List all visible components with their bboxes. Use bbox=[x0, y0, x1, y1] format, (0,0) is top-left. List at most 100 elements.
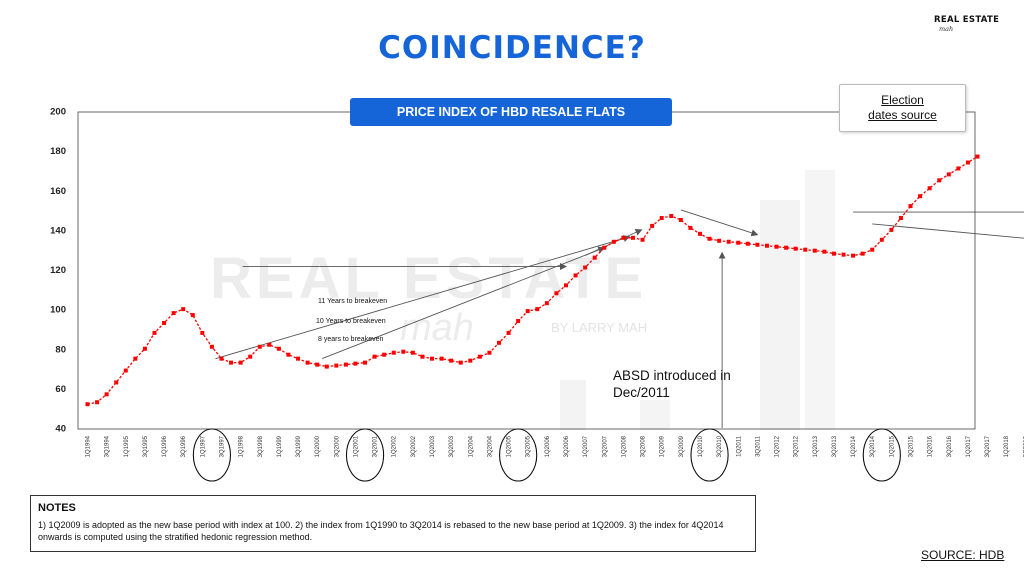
series-marker bbox=[324, 364, 329, 369]
series-marker bbox=[908, 204, 913, 209]
watermark-text: REAL ESTATE bbox=[210, 246, 647, 311]
series-marker bbox=[477, 354, 482, 359]
series-marker bbox=[439, 356, 444, 361]
series-marker bbox=[286, 352, 291, 357]
series-marker bbox=[497, 340, 502, 345]
series-marker bbox=[841, 252, 846, 257]
series-marker bbox=[276, 346, 281, 351]
logo-line2: mah bbox=[939, 25, 954, 33]
series-marker bbox=[171, 311, 176, 316]
x-tick-label: 1Q1998 bbox=[239, 435, 245, 457]
source-link[interactable]: SOURCE: HDB bbox=[921, 548, 1005, 562]
annotation-text: Dec/2011 bbox=[613, 385, 670, 400]
series-marker bbox=[822, 249, 827, 254]
series-marker bbox=[363, 360, 368, 365]
series-marker bbox=[870, 247, 875, 252]
notes-title: NOTES bbox=[38, 502, 76, 514]
series-marker bbox=[468, 358, 473, 363]
x-tick-label: 3Q2009 bbox=[679, 435, 685, 457]
series-marker bbox=[410, 350, 415, 355]
series-marker bbox=[659, 215, 664, 220]
series-marker bbox=[573, 273, 578, 278]
series-line bbox=[85, 154, 980, 407]
series-marker bbox=[975, 154, 980, 159]
series-marker bbox=[95, 400, 100, 405]
series-marker bbox=[564, 283, 568, 288]
arrow bbox=[872, 223, 1024, 239]
breakeven-arrows bbox=[215, 209, 1024, 428]
x-tick-label: 1Q2008 bbox=[621, 435, 627, 457]
x-tick-label: 1Q2003 bbox=[430, 435, 436, 457]
series-marker bbox=[650, 223, 655, 228]
x-tick-label: 3Q2003 bbox=[449, 435, 455, 457]
series-marker bbox=[391, 350, 396, 355]
x-tick-label: 1Q1995 bbox=[124, 435, 130, 457]
series-marker bbox=[544, 301, 549, 306]
series-marker bbox=[965, 160, 970, 165]
watermark-script: mah bbox=[400, 307, 474, 349]
series-marker bbox=[114, 380, 119, 385]
election-link-line2[interactable]: dates source bbox=[868, 108, 937, 122]
x-tick-label: 3Q2010 bbox=[717, 435, 723, 457]
series-marker bbox=[85, 402, 90, 407]
x-tick-label: 3Q2000 bbox=[334, 435, 340, 457]
series-marker bbox=[152, 330, 157, 335]
y-tick-label: 140 bbox=[50, 225, 66, 236]
series-marker bbox=[688, 225, 693, 230]
series-marker bbox=[736, 240, 741, 245]
annotation-text: 10 Years to breakeven bbox=[316, 318, 386, 325]
election-circle bbox=[862, 428, 901, 482]
chart-title-banner: PRICE INDEX OF HBD RESALE FLATS bbox=[350, 98, 672, 126]
arrow bbox=[680, 209, 759, 237]
x-tick-label: 1Q2010 bbox=[698, 435, 704, 457]
series-marker bbox=[812, 248, 817, 253]
x-tick-label: 1Q2006 bbox=[545, 435, 551, 457]
notes-body: 1) 1Q2009 is adopted as the new base per… bbox=[38, 520, 724, 542]
x-tick-label: 3Q2012 bbox=[794, 435, 800, 457]
x-tick-label: 1Q2009 bbox=[660, 435, 666, 457]
x-tick-label: 1Q2012 bbox=[775, 435, 781, 457]
series-marker bbox=[162, 320, 167, 325]
watermark-building bbox=[760, 200, 800, 430]
x-tick-label: 3Q2007 bbox=[602, 435, 608, 457]
series-marker bbox=[640, 237, 645, 242]
logo-line1: REAL ESTATE bbox=[934, 15, 1000, 25]
x-tick-label: 1Q1996 bbox=[162, 435, 168, 457]
series-marker bbox=[956, 166, 961, 171]
y-tick-label: 80 bbox=[55, 344, 66, 355]
series-marker bbox=[229, 360, 234, 365]
series-marker bbox=[219, 356, 224, 361]
election-dates-source-link[interactable]: Election dates source bbox=[839, 84, 966, 132]
series-marker bbox=[343, 362, 348, 367]
series-marker bbox=[793, 246, 798, 251]
series-marker bbox=[525, 309, 530, 314]
series-marker bbox=[831, 251, 836, 256]
series-marker bbox=[487, 350, 492, 355]
series-marker bbox=[946, 172, 951, 177]
x-tick-label: 1Q2015 bbox=[889, 435, 895, 457]
series-marker bbox=[190, 313, 195, 318]
x-tick-label: 1Q2011 bbox=[736, 435, 742, 457]
y-tick-label: 100 bbox=[50, 305, 66, 316]
y-tick-label: 160 bbox=[50, 186, 66, 197]
election-circle bbox=[345, 428, 385, 482]
series-path bbox=[87, 156, 978, 405]
series-marker bbox=[879, 237, 884, 242]
y-tick-label: 120 bbox=[50, 265, 66, 276]
series-marker bbox=[764, 243, 769, 248]
series-marker bbox=[181, 307, 186, 312]
series-marker bbox=[353, 361, 358, 366]
x-tick-label: 3Q2011 bbox=[755, 435, 761, 457]
x-tick-label: 3Q1995 bbox=[143, 435, 149, 457]
x-tick-label: 1Q2007 bbox=[583, 435, 589, 457]
series-marker bbox=[267, 342, 272, 347]
election-link-line1[interactable]: Election bbox=[881, 93, 924, 107]
series-marker bbox=[305, 360, 310, 365]
series-marker bbox=[142, 346, 147, 351]
series-marker bbox=[898, 215, 903, 220]
x-tick-label: 3Q2005 bbox=[526, 435, 532, 457]
series-marker bbox=[401, 349, 406, 354]
series-marker bbox=[860, 251, 865, 256]
arrow bbox=[322, 246, 606, 360]
